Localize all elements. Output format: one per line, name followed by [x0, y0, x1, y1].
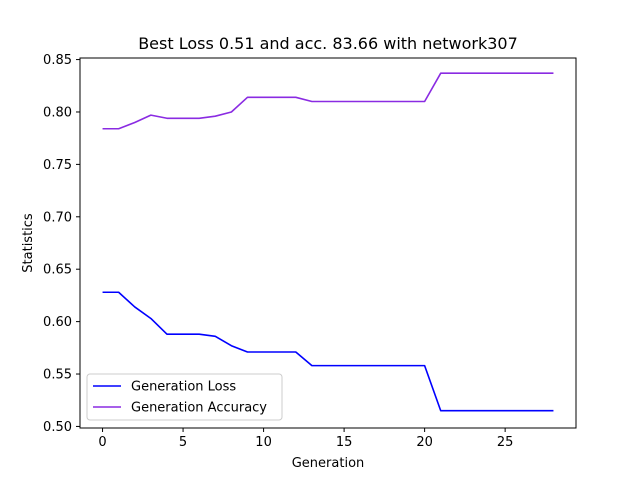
x-tick-label: 25 — [497, 435, 514, 450]
legend-box — [86, 373, 283, 421]
x-axis-label: Generation — [292, 456, 365, 471]
legend-label-0: Generation Loss — [131, 380, 236, 395]
y-tick-label: 0.80 — [43, 105, 72, 120]
legend-label-1: Generation Accuracy — [131, 401, 267, 416]
series-line-0 — [102, 291, 554, 412]
x-tick-label: 10 — [255, 435, 272, 450]
y-axis-label: Statistics — [21, 213, 36, 273]
series-line-1 — [102, 72, 554, 130]
y-tick-label: 0.50 — [43, 420, 72, 435]
y-tick-label: 0.65 — [43, 263, 72, 278]
x-tick-label: 15 — [336, 435, 353, 450]
y-tick-label: 0.75 — [43, 158, 72, 173]
y-axis: 0.50 0.55 0.60 0.65 0.70 0.75 0.80 0.85 — [43, 53, 80, 435]
x-tick-label: 5 — [179, 435, 187, 450]
y-tick-label: 0.85 — [43, 53, 72, 68]
x-tick-label: 20 — [416, 435, 433, 450]
legend: Generation Loss Generation Accuracy — [86, 373, 283, 421]
chart-title: Best Loss 0.51 and acc. 83.66 with netwo… — [138, 34, 518, 53]
x-axis: 0 5 10 15 20 25 — [98, 428, 513, 450]
series-layer — [102, 72, 554, 412]
y-tick-label: 0.55 — [43, 368, 72, 383]
x-tick-label: 0 — [98, 435, 106, 450]
y-tick-label: 0.60 — [43, 315, 72, 330]
plot-area-frame — [79, 57, 577, 429]
y-tick-label: 0.70 — [43, 210, 72, 225]
